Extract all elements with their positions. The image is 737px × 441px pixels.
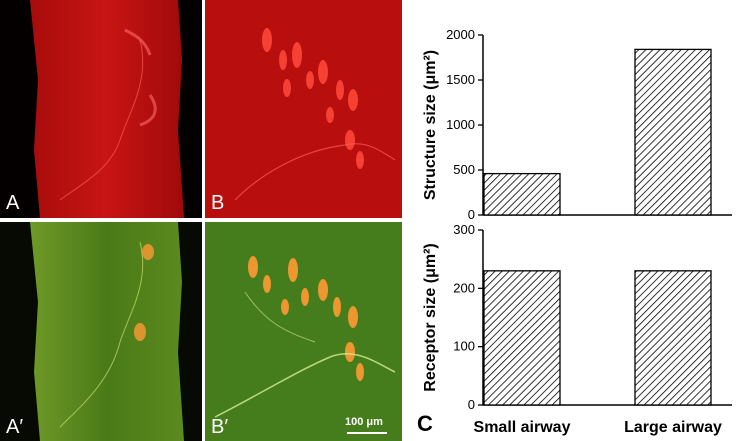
panel-label-b-prime: B′ — [211, 416, 229, 438]
y-axis-label: Receptor size (μm²) — [422, 243, 439, 391]
micrograph-b: B — [205, 0, 402, 218]
y-tick-label: 1000 — [446, 117, 475, 132]
micrograph-b-prime: B′ 100 μm — [205, 222, 402, 441]
micrograph-a-prime: A′ — [0, 222, 202, 441]
micrograph-a-prime-image — [30, 222, 184, 441]
panel-label-b: B — [211, 192, 225, 214]
y-tick-label: 500 — [453, 162, 475, 177]
bar-charts: 0 500 1000 1500 2000 Structure size (μm²) 0 10… — [422, 27, 732, 436]
y-tick-label: 0 — [468, 207, 475, 222]
y-tick-label: 2000 — [446, 27, 475, 42]
micrograph-a-image — [30, 0, 184, 218]
y-tick-label: 200 — [453, 280, 475, 295]
bar-small-airway — [483, 270, 561, 406]
bar-small-airway — [483, 172, 561, 216]
y-tick-label: 300 — [453, 222, 475, 237]
micrograph-a: A — [0, 0, 202, 218]
bar-large-airway — [634, 48, 712, 216]
scale-bar — [347, 432, 387, 434]
category-label: Small airway — [474, 419, 571, 436]
micrograph-b-image — [234, 28, 396, 201]
panel-label-a-prime: A′ — [6, 416, 24, 438]
structure-size-chart: 0 500 1000 1500 2000 Structure size (μm²) — [422, 27, 732, 222]
y-tick-label: 100 — [453, 339, 475, 354]
figure-label-c: C — [417, 411, 433, 436]
y-tick-label: 1500 — [446, 72, 475, 87]
panel-label-a: A — [6, 192, 20, 214]
receptor-size-chart: 0 100 200 300 Receptor size (μm²) Small airwa… — [422, 222, 732, 436]
scale-bar-label: 100 μm — [345, 416, 383, 428]
y-tick-label: 0 — [468, 397, 475, 412]
category-label: Large airway — [624, 419, 722, 436]
y-axis-label: Structure size (μm²) — [422, 50, 439, 200]
bar-large-airway — [634, 270, 712, 406]
micrograph-b-prime-image — [205, 222, 402, 441]
